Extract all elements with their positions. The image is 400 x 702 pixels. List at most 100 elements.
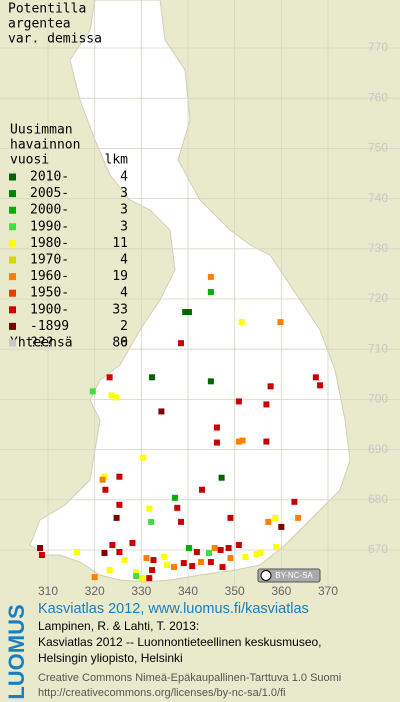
legend-swatch — [9, 273, 16, 281]
occurrence-dot — [178, 518, 184, 525]
legend-label: 1970- — [30, 253, 69, 268]
occurrence-dot — [265, 518, 272, 525]
occurrence-dot — [272, 514, 279, 521]
title: argentea — [8, 17, 71, 32]
legend-swatch — [9, 256, 16, 264]
occurrence-dot — [37, 544, 44, 551]
y-tick-label: 750 — [368, 141, 388, 155]
occurrence-dot — [171, 564, 177, 571]
occurrence-dot — [143, 555, 150, 562]
badge-text: BY-NC-SA — [275, 571, 313, 580]
occurrence-dot — [207, 273, 214, 280]
logo: LUOMUS — [4, 604, 29, 699]
occurrence-dot — [235, 398, 242, 405]
occurrence-dot — [207, 559, 214, 566]
legend-count: 19 — [112, 269, 128, 284]
occurrence-dot — [213, 439, 220, 446]
citation: Kasviatlas 2012 -- Luonnontieteellinen k… — [38, 635, 322, 649]
occurrence-dot — [108, 392, 115, 399]
legend-count: 0 — [120, 336, 128, 351]
legend-column: lkm — [105, 153, 129, 168]
occurrence-dot — [113, 514, 120, 521]
occurrence-dot — [73, 549, 80, 556]
occurrence-dot — [106, 567, 113, 574]
occurrence-dot — [242, 554, 249, 561]
legend-heading: havainnon — [10, 138, 80, 153]
occurrence-dot — [149, 374, 156, 381]
legend-total: 86 — [112, 336, 128, 351]
legend-label: 1960- — [30, 269, 69, 284]
occurrence-dot — [198, 559, 205, 566]
occurrence-dot — [235, 438, 242, 445]
occurrence-dot — [133, 569, 140, 576]
occurrence-dot — [227, 555, 234, 562]
x-tick-label: 320 — [85, 584, 105, 598]
legend-count: 4 — [120, 253, 128, 268]
occurrence-dot — [263, 401, 270, 408]
occurrence-dot — [139, 575, 146, 582]
badge-box — [257, 568, 321, 583]
occurrence-dot — [199, 486, 205, 493]
legend-total-label: Yhteensä — [10, 336, 73, 351]
occurrence-dot — [278, 523, 285, 530]
occurrence-dot — [267, 383, 274, 390]
occurrence-dot — [185, 309, 192, 316]
legend-label: 1950- — [30, 286, 69, 301]
legend-label: 1980- — [30, 236, 69, 251]
occurrence-dot — [185, 544, 192, 551]
y-tick-label: 670 — [368, 542, 388, 556]
y-tick-label: 740 — [368, 191, 388, 205]
occurrence-dot — [106, 374, 113, 381]
title: Potentilla — [8, 2, 86, 17]
legend-count: 2 — [120, 319, 128, 334]
legend-label: -1899 — [30, 319, 69, 334]
legend-swatch — [9, 190, 16, 198]
x-tick-label: 360 — [271, 584, 291, 598]
occurrence-dot — [189, 563, 196, 570]
occurrence-dot — [207, 288, 214, 295]
legend-column: vuosi — [10, 153, 49, 168]
occurrence-dot — [219, 564, 226, 571]
occurrence-dot — [227, 514, 234, 521]
occurrence-dot — [239, 437, 246, 444]
legend-count: 4 — [120, 170, 128, 185]
cc-badge: BY-NC-SA — [257, 568, 321, 583]
license-url[interactable]: http://creativecommons.org/licenses/by-n… — [38, 687, 286, 699]
x-tick-label: 310 — [38, 584, 58, 598]
legend-swatch — [9, 322, 16, 330]
legend-count: 3 — [120, 186, 128, 201]
occurrence-dot — [263, 438, 270, 445]
occurrence-dot — [273, 543, 280, 550]
occurrence-dot — [207, 378, 214, 385]
link[interactable]: Kasviatlas 2012, www.luomus.fi/kasviatla… — [38, 601, 309, 617]
occurrence-dot — [99, 476, 106, 483]
legend-count: 3 — [120, 203, 128, 218]
occurrence-dot — [164, 562, 170, 569]
occurrence-dot — [174, 504, 181, 511]
occurrence-dot — [193, 549, 200, 556]
occurrence-dot — [148, 518, 155, 525]
occurrence-dot — [257, 550, 264, 557]
legend-swatch — [9, 306, 16, 314]
occurrence-dot — [102, 486, 109, 493]
occurrence-dot — [109, 541, 116, 548]
legend-swatch — [9, 206, 16, 214]
occurrence-dot — [149, 567, 156, 574]
occurrence-dot — [178, 340, 184, 347]
occurrence-dot — [317, 382, 324, 389]
occurrence-dot — [116, 473, 123, 480]
y-tick-label: 710 — [368, 341, 388, 355]
y-tick-label: 720 — [368, 291, 388, 305]
x-tick-label: 350 — [225, 584, 245, 598]
occurrence-dot — [295, 514, 302, 521]
citation: Lampinen, R. & Lahti, T. 2013: — [38, 619, 199, 633]
occurrence-dot — [101, 550, 108, 557]
occurrence-dot — [161, 554, 168, 561]
occurrence-dot — [158, 408, 165, 415]
occurrence-dot — [113, 394, 120, 401]
occurrence-dot — [89, 388, 96, 395]
legend-count: 4 — [120, 286, 128, 301]
y-tick-label: 700 — [368, 392, 388, 406]
legend-label: 2005- — [30, 186, 69, 201]
